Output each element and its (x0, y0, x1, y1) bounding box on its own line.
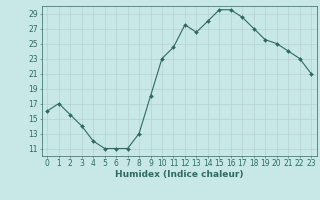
X-axis label: Humidex (Indice chaleur): Humidex (Indice chaleur) (115, 170, 244, 179)
